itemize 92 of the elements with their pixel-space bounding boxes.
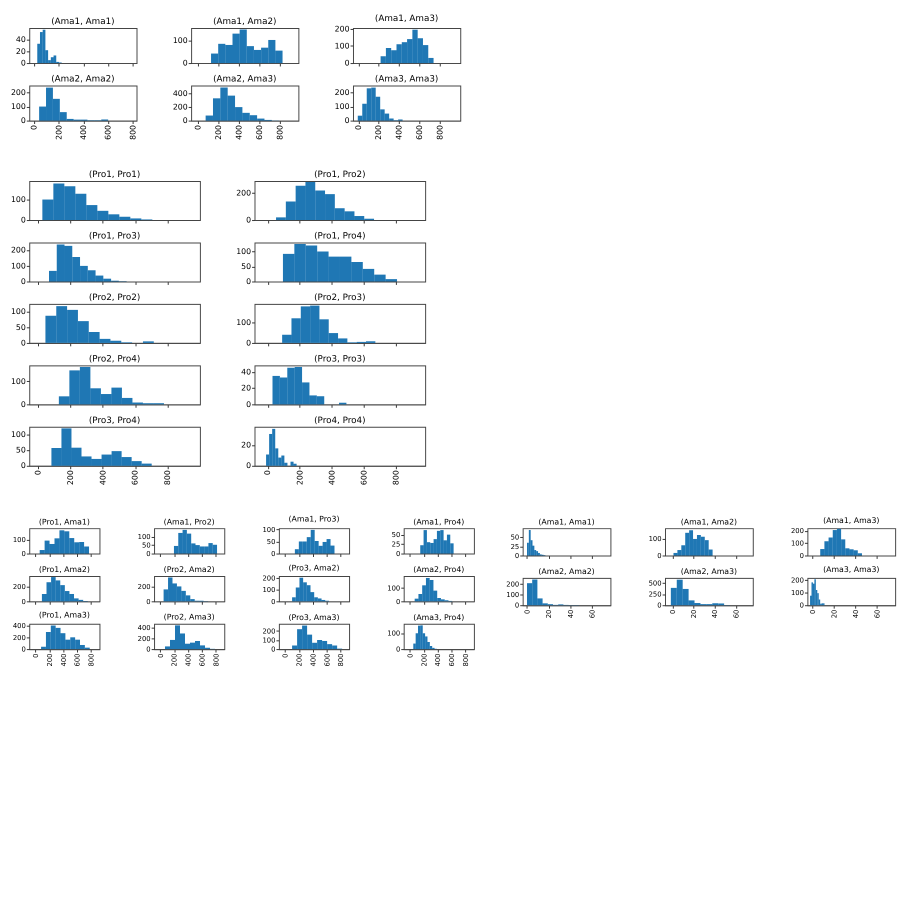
- chart-title: (Ama1, Ama2): [213, 17, 276, 28]
- x-tick-label: 400: [78, 124, 88, 140]
- chart-title: (Pro2, Pro2): [88, 293, 140, 304]
- y-tick-label: 50: [241, 262, 252, 271]
- y-tick-label: 100: [172, 36, 188, 45]
- chart-title: (Pro2, Pro4): [88, 354, 140, 364]
- chart-title: (Ama1, Pro2): [164, 517, 215, 526]
- chart-title: (Pro1, Pro3): [88, 232, 140, 242]
- y-tick-label: 200: [334, 24, 350, 34]
- y-tick-label: 100: [10, 102, 26, 111]
- x-tick-label: 800: [128, 124, 138, 140]
- chart-title: (Ama2, Ama2): [51, 74, 115, 85]
- x-tick-label: 600: [255, 124, 264, 140]
- x-tick-label: 0: [34, 470, 43, 476]
- chart-title: (Ama1, Ama2): [680, 517, 738, 526]
- x-tick-label: 800: [435, 124, 444, 140]
- chart-title: (Ama1, Ama3): [374, 14, 438, 24]
- y-tick-label: 40: [16, 35, 26, 44]
- y-tick-label: 50: [16, 446, 26, 455]
- y-tick-label: 200: [172, 102, 188, 112]
- chart-title: (Pro1, Pro4): [314, 232, 366, 242]
- x-tick-label: 600: [360, 470, 369, 486]
- y-tick-label: 0: [246, 338, 252, 348]
- x-tick-label: 200: [54, 124, 64, 140]
- x-tick-label: 600: [130, 470, 140, 486]
- y-tick-label: 100: [236, 246, 252, 256]
- chart-title: (Ama3, Ama3): [374, 74, 438, 85]
- y-tick-label: 0: [20, 400, 26, 409]
- x-tick-label: 200: [374, 124, 384, 140]
- y-tick-label: 100: [236, 318, 252, 327]
- x-tick-label: 800: [392, 470, 401, 486]
- y-tick-label: 20: [16, 46, 26, 56]
- y-tick-label: 100: [334, 102, 350, 111]
- x-tick-label: 200: [295, 470, 304, 486]
- x-tick-label: 600: [414, 124, 424, 140]
- y-tick-label: 0: [20, 276, 26, 286]
- y-tick-label: 100: [10, 430, 26, 440]
- x-tick-label: 0: [30, 124, 39, 130]
- chart-title: (Pro2, Ama2): [164, 565, 215, 574]
- chart-title: (Ama1, Ama1): [51, 17, 115, 28]
- chart-title: (Pro1, Ama1): [38, 517, 90, 526]
- y-tick-label: 40: [241, 367, 252, 376]
- y-tick-label: 100: [10, 194, 26, 204]
- y-tick-label: 20: [241, 384, 252, 393]
- y-tick-label: 0: [344, 58, 350, 68]
- chart-title: (Pro3, Pro4): [88, 416, 140, 426]
- x-tick-label: 0: [194, 124, 203, 130]
- chart-title: (Ama1, Ama3): [823, 516, 880, 525]
- y-tick-label: 200: [334, 88, 350, 97]
- y-tick-label: 0: [20, 216, 26, 224]
- chart-title: (Pro3, Ama3): [288, 612, 340, 622]
- chart-title: (Ama2, Ama2): [538, 567, 595, 576]
- y-tick-label: 200: [236, 188, 252, 198]
- chart-title: (Ama2, Ama3): [680, 567, 738, 576]
- x-tick-label: 200: [66, 470, 75, 486]
- chart-title: (Pro1, Ama3): [38, 610, 90, 620]
- y-tick-label: 0: [246, 216, 252, 224]
- x-tick-label: 200: [214, 124, 224, 140]
- y-tick-label: 100: [10, 307, 26, 316]
- chart-title: (Pro2, Pro3): [314, 293, 366, 304]
- chart-title: (Ama3, Ama3): [823, 565, 880, 574]
- y-tick-label: 0: [182, 58, 188, 68]
- y-tick-label: 400: [172, 89, 188, 98]
- chart-title: (Ama1, Pro3): [288, 514, 340, 524]
- chart-title: (Pro4, Pro4): [314, 416, 366, 426]
- chart-title: (Pro3, Ama2): [288, 563, 340, 572]
- y-tick-label: 20: [241, 440, 252, 450]
- x-tick-label: 600: [104, 124, 113, 140]
- chart-title: (Pro1, Pro1): [88, 170, 140, 180]
- y-tick-label: 0: [246, 276, 252, 286]
- x-tick-label: 800: [162, 470, 172, 486]
- y-tick-label: 200: [10, 88, 26, 97]
- y-tick-label: 100: [334, 41, 350, 50]
- chart-title: (Ama2, Pro4): [413, 565, 464, 574]
- x-tick-label: 400: [98, 470, 108, 486]
- y-tick-label: 0: [20, 338, 26, 348]
- chart-title: (Pro3, Pro3): [314, 354, 366, 364]
- y-tick-label: 100: [10, 261, 26, 270]
- x-tick-label: 0: [354, 124, 363, 130]
- chart-title: (Ama2, Ama3): [213, 74, 276, 85]
- x-tick-label: 800: [275, 124, 284, 140]
- y-tick-label: 50: [16, 322, 26, 332]
- y-tick-label: 200: [10, 246, 26, 255]
- chart-title: (Ama3, Pro4): [413, 612, 464, 622]
- chart-title: (Ama1, Pro4): [413, 517, 464, 526]
- chart-title: (Pro1, Pro2): [314, 170, 366, 180]
- y-tick-label: 100: [10, 376, 26, 386]
- y-tick-label: 0: [246, 400, 252, 409]
- chart-title: (Pro2, Ama3): [164, 612, 215, 622]
- chart-title: (Pro1, Ama2): [38, 565, 90, 574]
- y-tick-label: 0: [20, 58, 26, 68]
- chart-title: (Ama1, Ama1): [538, 517, 595, 526]
